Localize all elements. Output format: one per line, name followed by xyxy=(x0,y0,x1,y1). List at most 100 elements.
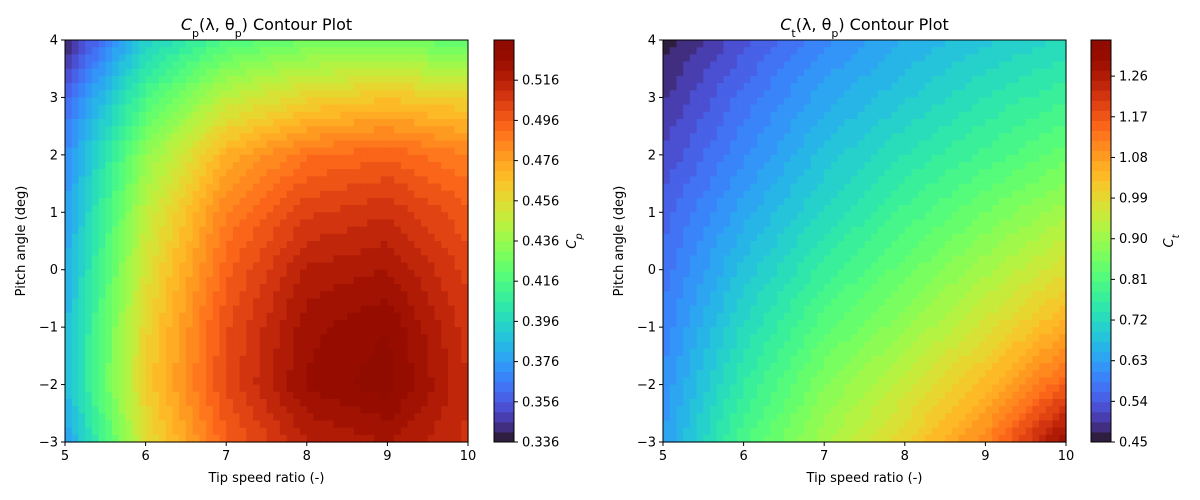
heatmap-cell xyxy=(454,226,462,235)
heatmap-cell xyxy=(333,391,341,400)
heatmap-cell xyxy=(817,140,825,149)
heatmap-cell xyxy=(132,377,140,386)
heatmap-cell xyxy=(78,348,86,357)
heatmap-cell xyxy=(985,90,993,99)
heatmap-cell xyxy=(696,40,704,48)
heatmap-cell xyxy=(91,126,100,134)
heatmap-cell xyxy=(125,104,133,113)
heatmap-cell xyxy=(454,420,462,429)
heatmap-cell xyxy=(112,255,120,264)
heatmap-cell xyxy=(669,147,678,156)
heatmap-cell xyxy=(1039,111,1047,120)
heatmap-cell xyxy=(367,384,375,393)
heatmap-cell xyxy=(763,68,772,77)
heatmap-cell xyxy=(293,176,301,185)
heatmap-cell xyxy=(427,75,436,84)
heatmap-cell xyxy=(454,427,462,436)
heatmap-cell xyxy=(373,434,382,443)
heatmap-cell xyxy=(152,284,160,292)
heatmap-cell xyxy=(226,104,234,113)
heatmap-cell xyxy=(407,126,415,134)
heatmap-cell xyxy=(192,391,200,400)
heatmap-cell xyxy=(353,154,362,163)
heatmap-cell xyxy=(300,312,308,321)
heatmap-cell xyxy=(273,83,281,91)
heatmap-cell xyxy=(179,104,187,113)
heatmap-cell xyxy=(340,334,348,343)
heatmap-cell xyxy=(857,118,866,127)
heatmap-cell xyxy=(65,398,73,407)
heatmap-cell xyxy=(138,377,147,386)
heatmap-cell xyxy=(239,319,247,328)
heatmap-cell xyxy=(65,83,73,91)
heatmap-cell xyxy=(206,384,214,393)
heatmap-cell xyxy=(414,126,422,134)
heatmap-cell xyxy=(804,40,812,48)
heatmap-cell xyxy=(293,413,301,422)
heatmap-cell xyxy=(340,104,348,113)
heatmap-cell xyxy=(112,54,120,63)
heatmap-cell xyxy=(246,118,254,127)
heatmap-cell xyxy=(1059,197,1067,206)
heatmap-cell xyxy=(407,183,415,192)
heatmap-cell xyxy=(407,262,415,271)
heatmap-cell xyxy=(938,61,946,70)
heatmap-cell xyxy=(145,147,153,156)
heatmap-cell xyxy=(192,269,200,278)
heatmap-cell xyxy=(273,205,281,213)
heatmap-cell xyxy=(387,284,395,292)
heatmap-cell xyxy=(770,126,778,134)
heatmap-cell xyxy=(857,97,866,106)
heatmap-cell xyxy=(1059,97,1067,106)
heatmap-cell xyxy=(387,370,395,378)
heatmap-cell xyxy=(864,126,872,134)
heatmap-cell xyxy=(971,40,980,48)
heatmap-cell xyxy=(259,154,268,163)
heatmap-cell xyxy=(877,169,886,177)
heatmap-cell xyxy=(447,398,456,407)
heatmap-cell xyxy=(951,140,960,149)
heatmap-cell xyxy=(414,133,422,142)
heatmap-cell xyxy=(810,61,819,70)
heatmap-cell xyxy=(683,104,691,113)
heatmap-cell xyxy=(145,111,153,120)
heatmap-cell xyxy=(871,176,879,185)
heatmap-cell xyxy=(837,97,845,106)
heatmap-cell xyxy=(293,219,301,228)
heatmap-cell xyxy=(723,83,731,91)
heatmap-cell xyxy=(414,47,422,55)
heatmap-cell xyxy=(246,205,254,213)
heatmap-cell xyxy=(71,391,80,400)
heatmap-cell xyxy=(172,291,180,300)
heatmap-cell xyxy=(253,406,261,414)
heatmap-cell xyxy=(172,312,180,321)
heatmap-cell xyxy=(212,377,221,386)
heatmap-cell xyxy=(91,118,100,127)
heatmap-cell xyxy=(387,197,395,206)
heatmap-cell xyxy=(172,219,180,228)
heatmap-cell xyxy=(441,434,449,443)
heatmap-cell xyxy=(333,398,341,407)
heatmap-cell xyxy=(78,75,86,84)
heatmap-cell xyxy=(730,169,738,177)
heatmap-cell xyxy=(320,154,328,163)
heatmap-cell xyxy=(716,104,725,113)
heatmap-cell xyxy=(730,219,738,228)
heatmap-cell xyxy=(219,140,227,149)
heatmap-cell xyxy=(152,427,160,436)
heatmap-cell xyxy=(985,176,993,185)
heatmap-cell xyxy=(219,269,227,278)
heatmap-cell xyxy=(105,262,113,271)
heatmap-cell xyxy=(400,233,409,242)
heatmap-cell xyxy=(118,190,127,199)
heatmap-cell xyxy=(246,276,254,285)
heatmap-cell xyxy=(246,183,254,192)
heatmap-cell xyxy=(978,183,986,192)
heatmap-cell xyxy=(830,154,839,163)
heatmap-cell xyxy=(1025,190,1034,199)
heatmap-cell xyxy=(259,427,268,436)
heatmap-cell xyxy=(884,162,892,170)
heatmap-cell xyxy=(360,233,368,242)
heatmap-cell xyxy=(1025,197,1034,206)
heatmap-cell xyxy=(454,47,462,55)
